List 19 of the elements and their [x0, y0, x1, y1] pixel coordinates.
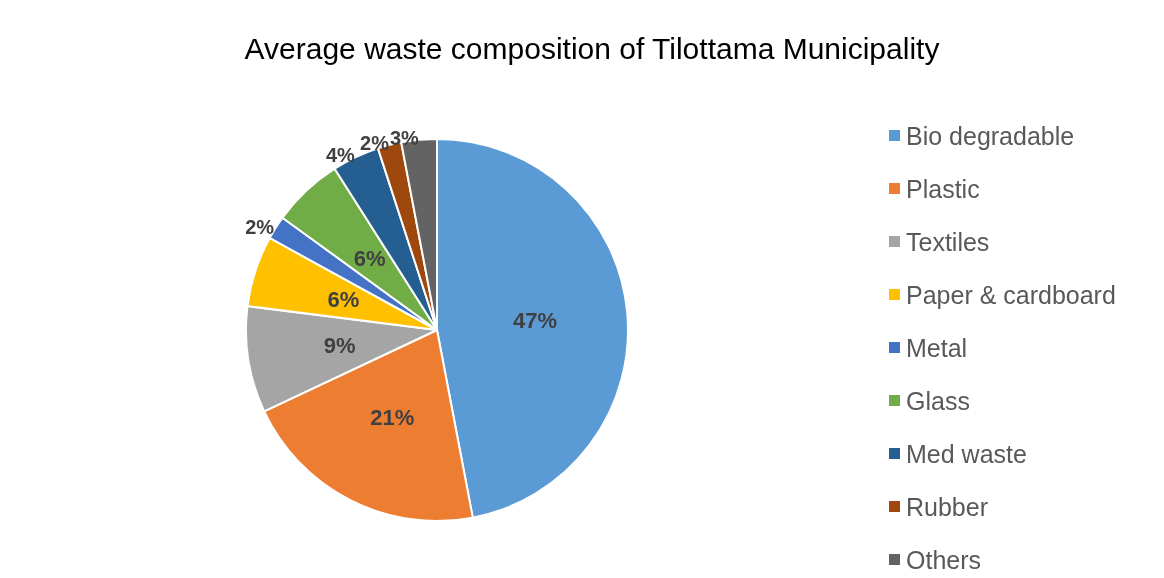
- data-label: 21%: [370, 405, 415, 431]
- data-label: 6%: [353, 245, 386, 271]
- data-label: 47%: [513, 308, 558, 334]
- chart-title: Average waste composition of Tilottama Municipality: [244, 31, 940, 65]
- legend-label: Plastic: [906, 174, 980, 203]
- legend-label: Bio degradable: [906, 121, 1075, 150]
- data-label: 3%: [389, 126, 420, 149]
- legend-label: Paper & cardboard: [906, 280, 1116, 309]
- legend-label: Others: [906, 545, 982, 574]
- legend-label: Med waste: [906, 439, 1027, 468]
- legend-label: Metal: [906, 333, 968, 362]
- data-label: 9%: [323, 332, 356, 358]
- data-label: 4%: [325, 144, 356, 167]
- data-label: 2%: [360, 132, 390, 155]
- legend-label: Glass: [906, 386, 970, 415]
- legend-label: Textiles: [906, 227, 990, 256]
- data-label: 6%: [327, 287, 360, 313]
- data-label: 2%: [245, 215, 275, 238]
- legend-label: Rubber: [906, 492, 988, 521]
